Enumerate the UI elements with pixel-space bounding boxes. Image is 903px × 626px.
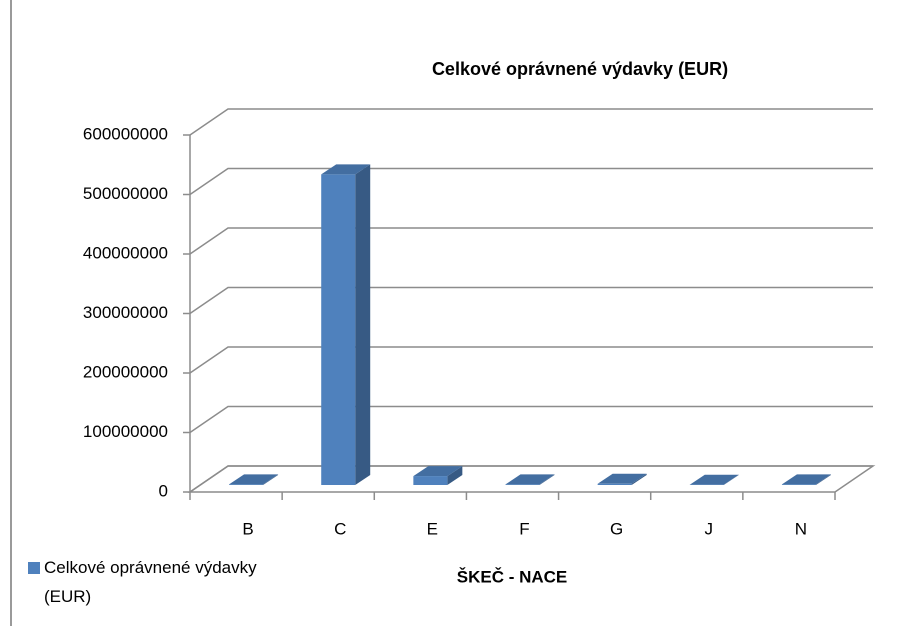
grid-line — [189, 108, 873, 136]
bar-top — [321, 164, 371, 175]
grid-line — [189, 286, 873, 315]
legend: Celkové oprávnené výdavky (EUR) — [28, 553, 258, 611]
x-tick-label: C — [334, 519, 346, 538]
bar-side — [631, 473, 647, 485]
y-tick-label: 200000000 — [83, 362, 168, 381]
bar-top — [505, 474, 555, 485]
bar-side — [539, 474, 555, 485]
x-tick-label: G — [610, 519, 623, 538]
bar-side — [263, 474, 279, 485]
y-tick-label: 600000000 — [83, 124, 168, 143]
y-tick-label: 500000000 — [83, 184, 168, 203]
y-tick-label: 300000000 — [83, 303, 168, 322]
bar-front — [321, 174, 356, 485]
chart-title: Celkové oprávnené výdavky (EUR) — [432, 59, 728, 79]
bar-front — [505, 484, 540, 485]
x-tick-label: E — [427, 519, 438, 538]
y-tick-label: 0 — [159, 481, 168, 500]
legend-swatch — [28, 562, 40, 574]
bar-side — [723, 474, 739, 485]
bar-side — [447, 466, 463, 485]
grid-line — [189, 167, 873, 196]
grid-line — [189, 465, 873, 493]
x-tick-label: F — [519, 519, 529, 538]
x-axis-title: ŠKEČ - NACE — [457, 567, 568, 586]
grid-line — [189, 346, 873, 374]
bar-top — [781, 474, 831, 485]
bar-top — [413, 466, 463, 477]
x-tick-label: N — [795, 519, 807, 538]
y-tick-label: 100000000 — [83, 422, 168, 441]
bar-side — [815, 474, 831, 485]
bar-top — [229, 474, 279, 485]
x-tick-label: B — [242, 519, 253, 538]
bar-front — [781, 484, 816, 485]
bar-front — [229, 484, 264, 485]
bar-top — [689, 474, 739, 485]
bar-top — [597, 473, 647, 484]
grid-line — [189, 405, 873, 434]
bar-side — [355, 164, 371, 485]
bar-front — [413, 476, 448, 485]
x-tick-label: J — [705, 519, 714, 538]
y-tick-label: 400000000 — [83, 243, 168, 262]
grid-line — [189, 227, 873, 255]
bar-front — [597, 483, 632, 485]
legend-label: Celkové oprávnené výdavky (EUR) — [44, 558, 257, 606]
